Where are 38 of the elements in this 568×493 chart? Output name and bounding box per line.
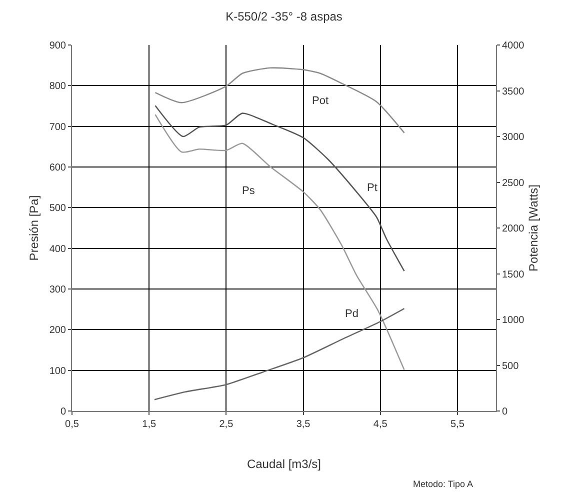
y2-tick-label: 3500	[502, 86, 525, 98]
series-label: Pd	[345, 308, 358, 320]
x-axis-title: Caudal [m3/s]	[246, 456, 322, 471]
y-tick-label: 900	[49, 40, 66, 52]
text: Ps	[242, 185, 256, 197]
line-series	[154, 104, 405, 272]
x-tick-label: 1,5	[142, 419, 156, 430]
x-tick-label: 0,5	[65, 419, 80, 430]
x-tick-label: 5,5	[450, 419, 465, 430]
series-label: Pot	[312, 95, 329, 107]
y2-tick-label: 4000	[502, 40, 525, 52]
y2-tick-label: 2000	[502, 224, 525, 234]
y-tick-label: 400	[49, 244, 66, 255]
chart-title: K-550/2 -35° -8 aspas	[226, 10, 342, 24]
y-tick-label: 500	[49, 203, 66, 214]
y2-tick-label: 2500	[502, 178, 525, 189]
series-label: Pt	[367, 182, 378, 194]
line-series	[154, 114, 405, 371]
y-tick-label: 300	[49, 284, 66, 296]
y2-tick-label: 3000	[502, 132, 525, 143]
y-tick-label: 0	[60, 406, 66, 418]
y-axis-title: Presión [Pa]	[27, 195, 41, 261]
text: Metodo: Tipo A	[413, 479, 474, 489]
y2-axis-title: Potencia [Watts]	[526, 184, 541, 272]
line-series	[154, 67, 405, 134]
y-tick-label: 600	[49, 162, 66, 174]
line-series	[154, 308, 405, 400]
x-tick-label: 4,5	[373, 419, 388, 430]
y2-tick-label: 1500	[502, 269, 525, 280]
x-tick-label: 3,5	[296, 419, 311, 430]
x-tick-label: 2,5	[219, 419, 234, 430]
y-tick-label: 800	[49, 81, 66, 92]
y2-tick-label: 0	[502, 406, 508, 418]
y2-tick-label: 1000	[502, 315, 525, 326]
y2-tick-label: 500	[502, 360, 520, 372]
y-tick-label: 200	[49, 325, 66, 336]
y-tick-label: 700	[49, 122, 66, 133]
y-tick-label: 100	[49, 366, 66, 377]
